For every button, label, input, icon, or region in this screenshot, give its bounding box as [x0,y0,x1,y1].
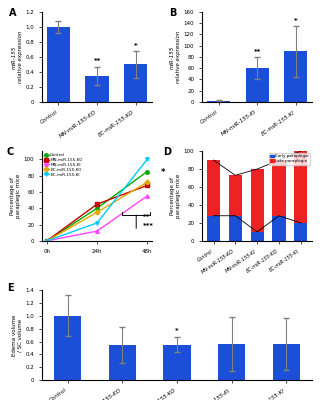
Line: Control: Control [45,170,149,243]
Bar [207,101,230,102]
Bar [47,27,70,102]
MN-miR-155-KO [45,238,49,243]
EC-miR-155-KI [95,220,99,225]
Legend: Control, MN-miR-155-KO, MN-miR-155-KI, EC-miR-155-KO, EC-miR-155-KI: Control, MN-miR-155-KO, MN-miR-155-KI, E… [44,153,82,176]
Text: A: A [9,8,16,18]
Text: **: ** [93,58,101,64]
Text: *: * [175,328,179,334]
MN-miR-155-KI [45,238,49,243]
Bar [207,216,220,241]
Bar [272,160,286,216]
Y-axis label: Percentage of
paraplegic mice: Percentage of paraplegic mice [10,174,21,218]
EC-miR-155-KI [45,238,49,243]
Y-axis label: Percentage of
paraplegic mice: Percentage of paraplegic mice [170,174,181,218]
Bar [54,316,81,380]
Text: **: ** [143,214,150,220]
Control [95,206,99,211]
MN-miR-155-KO [95,202,99,206]
Bar [207,160,220,216]
Text: *: * [161,168,166,177]
Bar [246,68,269,102]
Text: C: C [6,147,14,157]
Y-axis label: miR-155
relative expression: miR-155 relative expression [170,31,181,83]
Bar [251,232,264,241]
Bar [273,344,300,380]
Text: B: B [169,8,176,18]
Control [145,169,149,174]
Text: D: D [163,147,171,157]
Y-axis label: miR-155
relative expression: miR-155 relative expression [12,31,23,83]
Line: MN-miR-155-KO: MN-miR-155-KO [45,184,149,243]
Bar [284,51,307,102]
Line: EC-miR-155-KI: EC-miR-155-KI [45,158,149,243]
Bar [294,223,307,241]
Text: E: E [7,283,13,293]
Text: *: * [134,43,137,49]
Bar [109,345,136,380]
Line: MN-miR-155-KI: MN-miR-155-KI [45,194,149,243]
Bar [164,345,191,380]
Legend: Early paraplegia, Late paraplegia: Early paraplegia, Late paraplegia [269,153,310,164]
EC-miR-155-KO [145,180,149,184]
Bar [218,344,245,380]
MN-miR-155-KI [95,229,99,234]
EC-miR-155-KO [95,210,99,215]
Bar [85,76,109,102]
EC-miR-155-KI [145,157,149,162]
Bar [229,216,242,241]
Text: **: ** [253,49,261,55]
Bar [229,175,242,216]
Bar [251,169,264,232]
EC-miR-155-KO [45,238,49,243]
Bar [124,64,147,102]
Text: *: * [294,18,298,24]
MN-miR-155-KI [145,194,149,198]
Bar [272,216,286,241]
Y-axis label: Edema volume
/ SC volume: Edema volume / SC volume [12,314,23,356]
Bar [294,151,307,223]
MN-miR-155-KO [145,183,149,188]
Text: ***: *** [143,223,154,229]
Control [45,238,49,243]
Line: EC-miR-155-KO: EC-miR-155-KO [45,180,149,243]
